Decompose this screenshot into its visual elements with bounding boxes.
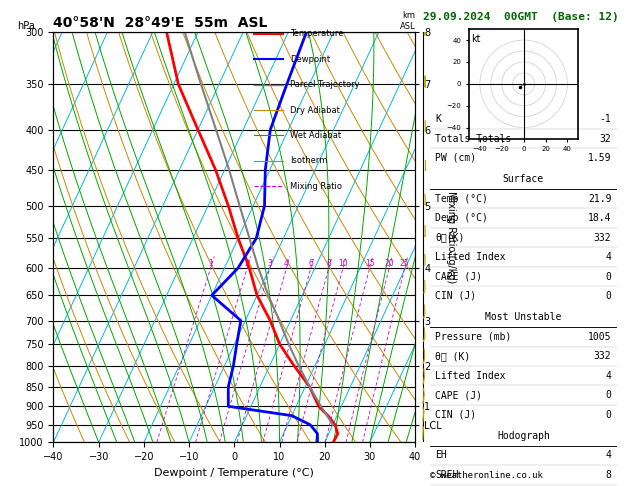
Text: CAPE (J): CAPE (J) bbox=[435, 390, 482, 400]
Text: 0: 0 bbox=[606, 390, 611, 400]
Text: Dry Adiabat: Dry Adiabat bbox=[291, 105, 340, 115]
Text: 18.4: 18.4 bbox=[588, 213, 611, 223]
Text: km
ASL: km ASL bbox=[399, 11, 415, 31]
Text: 0: 0 bbox=[606, 272, 611, 281]
Text: Totals Totals: Totals Totals bbox=[435, 134, 511, 143]
Text: Isotherm: Isotherm bbox=[291, 156, 328, 165]
Text: θᴇ(K): θᴇ(K) bbox=[435, 233, 465, 243]
Text: Temperature: Temperature bbox=[291, 29, 344, 38]
Text: hPa: hPa bbox=[18, 21, 35, 31]
Text: 8: 8 bbox=[606, 470, 611, 480]
Text: 332: 332 bbox=[594, 351, 611, 361]
Text: Dewpoint: Dewpoint bbox=[291, 54, 330, 64]
Text: Surface: Surface bbox=[503, 174, 544, 184]
Text: Wet Adiabat: Wet Adiabat bbox=[291, 131, 342, 140]
Text: 32: 32 bbox=[599, 134, 611, 143]
Text: 2: 2 bbox=[245, 259, 250, 268]
Text: 29.09.2024  00GMT  (Base: 12): 29.09.2024 00GMT (Base: 12) bbox=[423, 12, 618, 22]
Text: Hodograph: Hodograph bbox=[497, 431, 550, 441]
Text: PW (cm): PW (cm) bbox=[435, 153, 476, 163]
Text: kt: kt bbox=[471, 34, 481, 44]
Text: Lifted Index: Lifted Index bbox=[435, 252, 506, 262]
Text: CAPE (J): CAPE (J) bbox=[435, 272, 482, 281]
Text: © weatheronline.co.uk: © weatheronline.co.uk bbox=[430, 471, 542, 480]
X-axis label: Dewpoint / Temperature (°C): Dewpoint / Temperature (°C) bbox=[154, 468, 314, 478]
Text: 25: 25 bbox=[400, 259, 409, 268]
Text: 0: 0 bbox=[606, 410, 611, 419]
Text: 332: 332 bbox=[594, 233, 611, 243]
Text: 8: 8 bbox=[326, 259, 331, 268]
Text: 40°58'N  28°49'E  55m  ASL: 40°58'N 28°49'E 55m ASL bbox=[53, 17, 268, 31]
Text: 20: 20 bbox=[384, 259, 394, 268]
Text: 4: 4 bbox=[606, 451, 611, 460]
Text: 3: 3 bbox=[267, 259, 272, 268]
Text: Pressure (mb): Pressure (mb) bbox=[435, 332, 511, 342]
Text: 15: 15 bbox=[365, 259, 374, 268]
Text: 1: 1 bbox=[208, 259, 213, 268]
Text: Mixing Ratio: Mixing Ratio bbox=[291, 182, 342, 191]
Text: 1005: 1005 bbox=[588, 332, 611, 342]
Text: Dewp (°C): Dewp (°C) bbox=[435, 213, 488, 223]
Text: Parcel Trajectory: Parcel Trajectory bbox=[291, 80, 360, 89]
Text: 4: 4 bbox=[606, 371, 611, 381]
Text: θᴇ (K): θᴇ (K) bbox=[435, 351, 470, 361]
Text: SREH: SREH bbox=[435, 470, 459, 480]
Text: CIN (J): CIN (J) bbox=[435, 410, 476, 419]
Text: Temp (°C): Temp (°C) bbox=[435, 194, 488, 204]
Text: 0: 0 bbox=[606, 291, 611, 301]
Text: 4: 4 bbox=[284, 259, 289, 268]
Text: 10: 10 bbox=[338, 259, 348, 268]
Text: -1: -1 bbox=[599, 114, 611, 124]
Y-axis label: Mixing Ratio (g/kg): Mixing Ratio (g/kg) bbox=[446, 191, 456, 283]
Text: 21.9: 21.9 bbox=[588, 194, 611, 204]
Text: K: K bbox=[435, 114, 441, 124]
Text: 1.59: 1.59 bbox=[588, 153, 611, 163]
Text: EH: EH bbox=[435, 451, 447, 460]
Text: Lifted Index: Lifted Index bbox=[435, 371, 506, 381]
Text: 6: 6 bbox=[308, 259, 313, 268]
Text: 4: 4 bbox=[606, 252, 611, 262]
Text: Most Unstable: Most Unstable bbox=[485, 312, 562, 322]
Text: CIN (J): CIN (J) bbox=[435, 291, 476, 301]
